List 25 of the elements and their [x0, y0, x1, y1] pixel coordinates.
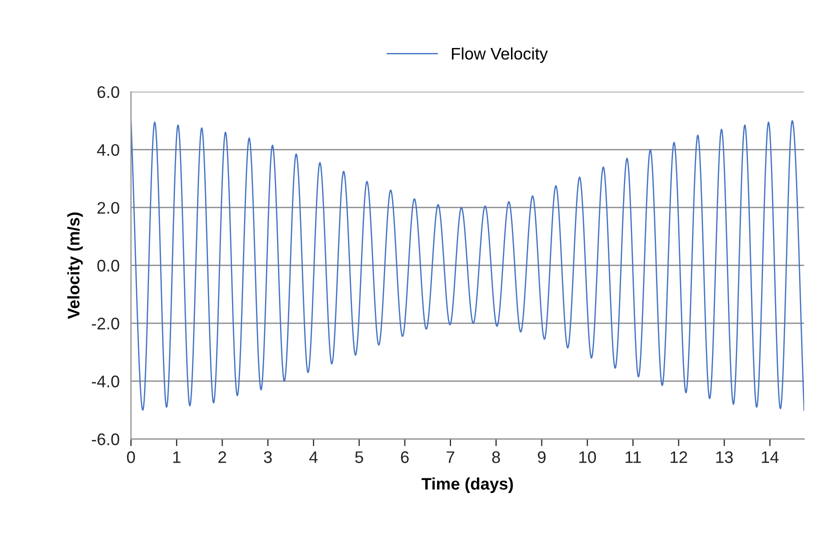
x-tick-label: 0	[127, 451, 135, 464]
y-tick-label: 6.0	[98, 86, 120, 98]
y-tick-label: -4.0	[92, 376, 120, 388]
x-tick-label: 1	[173, 451, 180, 463]
x-tick-label: 7	[446, 451, 454, 463]
x-tick-label: 10	[579, 451, 596, 464]
x-axis-title: Time (days)	[422, 477, 513, 494]
x-tick-label: 2	[218, 451, 226, 463]
x-tick-label: 12	[670, 451, 688, 463]
x-tick-label: 14	[762, 451, 779, 463]
x-tick-label: 4	[309, 451, 318, 463]
y-tick-label: -2.0	[92, 318, 120, 330]
y-tick-label: -6.0	[92, 433, 120, 446]
x-tick-label: 9	[538, 451, 546, 464]
y-tick-label: 4.0	[97, 144, 120, 156]
y-axis-title: Velocity (m/s)	[67, 212, 83, 320]
x-tick-label: 3	[264, 451, 272, 464]
x-tick-label: 5	[355, 451, 364, 464]
y-tick-label: 0.0	[97, 260, 120, 272]
x-tick-label: 11	[626, 451, 641, 463]
y-tick-label: 2.0	[98, 202, 120, 214]
x-tick-label: 8	[492, 451, 500, 464]
legend-label: Flow Velocity	[452, 47, 548, 63]
x-tick-label: 13	[716, 451, 733, 464]
x-tick-label: 6	[401, 451, 409, 464]
